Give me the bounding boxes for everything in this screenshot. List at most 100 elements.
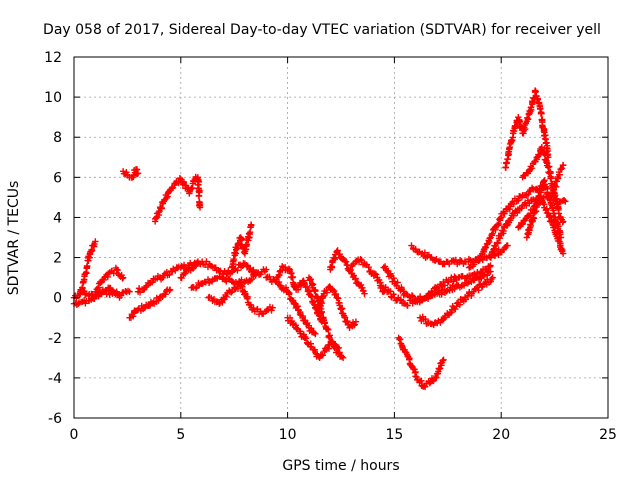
data-point	[126, 288, 133, 295]
data-point-interp	[102, 287, 109, 295]
series-arc-11	[205, 281, 276, 318]
y-tick-label: 8	[53, 130, 62, 146]
data-point-interp	[516, 118, 523, 125]
series-arc-06	[126, 286, 174, 321]
data-point-interp	[266, 273, 273, 281]
data-point-interp	[409, 293, 417, 300]
data-point-interp	[545, 163, 553, 170]
data-point	[166, 286, 174, 293]
data-point-interp	[323, 289, 331, 296]
data-point-interp	[250, 305, 257, 312]
data-point-interp	[548, 174, 555, 182]
data-point-interp	[129, 313, 137, 320]
data-point-interp	[482, 244, 490, 251]
data-point	[339, 354, 347, 362]
data-point-interp	[119, 275, 126, 282]
series-arc-31	[549, 161, 567, 197]
data-point	[196, 204, 204, 211]
data-point-interp	[487, 254, 495, 261]
data-point-interp	[175, 179, 182, 187]
data-point-interp	[558, 164, 566, 172]
y-tick-label: 4	[53, 210, 62, 226]
data-point-interp	[326, 332, 334, 339]
data-point-interp	[243, 241, 251, 248]
data-point	[476, 254, 484, 261]
y-axis-title: SDTVAR / TECUs	[6, 181, 22, 296]
data-point	[113, 288, 120, 295]
x-tick-label: 25	[599, 427, 617, 443]
data-point-interp	[365, 263, 372, 271]
data-point-interp	[372, 271, 380, 278]
series-arc-28	[519, 144, 567, 226]
data-point	[562, 198, 569, 205]
data-point-interp	[408, 292, 416, 299]
data-point-interp	[225, 275, 232, 282]
data-point-interp	[310, 329, 318, 337]
data-point	[557, 166, 565, 173]
data-point-interp	[83, 263, 91, 270]
data-point-interp	[390, 291, 397, 298]
series-arc-03	[77, 238, 99, 297]
series-arc-29	[515, 177, 565, 241]
data-point-interp	[191, 262, 199, 270]
data-point-interp	[123, 169, 130, 176]
data-point-interp	[510, 212, 517, 220]
data-point-interp	[519, 220, 527, 228]
data-point-interp	[503, 159, 510, 167]
series-arc-27	[502, 87, 552, 171]
data-point-interp	[135, 285, 143, 292]
data-point	[559, 218, 567, 225]
series-arc-17	[314, 283, 360, 331]
data-point-interp	[166, 287, 173, 294]
data-point-interp	[527, 104, 535, 111]
data-point-interp	[387, 288, 394, 295]
data-point-interp	[404, 302, 411, 309]
data-point-interp	[163, 194, 170, 202]
data-point-interp	[278, 263, 286, 270]
data-point	[352, 318, 360, 325]
data-point	[119, 274, 127, 281]
data-point-interp	[504, 155, 511, 163]
data-point-interp	[294, 286, 302, 293]
data-point-interp	[231, 249, 239, 256]
data-point-interp	[528, 165, 536, 172]
axis-ticks: 0 5 10 15 20 25 -6 -4 -2 0 2 4 6 8 10 12	[44, 50, 617, 443]
data-point-interp	[441, 282, 449, 289]
data-point-interp	[230, 255, 237, 263]
data-point-interp	[195, 192, 203, 200]
data-point-interp	[394, 279, 401, 286]
x-tick-label: 20	[492, 427, 510, 443]
data-point-interp	[357, 256, 364, 263]
data-point-interp	[334, 247, 341, 254]
data-point-interp	[547, 212, 554, 220]
data-point-interp	[180, 178, 188, 186]
data-point	[440, 356, 447, 364]
data-point-interp	[158, 204, 165, 212]
y-tick-label: 10	[44, 90, 62, 106]
series-arc-04	[92, 264, 127, 296]
data-point	[361, 290, 368, 297]
data-point	[269, 304, 276, 311]
series-arc-14	[273, 263, 325, 325]
data-point-interp	[534, 95, 542, 103]
x-axis-title: GPS time / hours	[282, 458, 399, 474]
data-point	[559, 162, 567, 169]
data-point-interp	[318, 299, 325, 307]
data-point-interp	[426, 379, 434, 387]
data-point-interp	[496, 234, 504, 242]
data-point-interp	[432, 257, 439, 264]
data-point-interp	[510, 200, 518, 208]
data-point-interp	[223, 293, 230, 301]
data-point-interp	[494, 222, 502, 229]
data-point-interp	[405, 356, 413, 363]
data-point-interp	[494, 239, 501, 247]
data-point-interp	[234, 240, 242, 248]
data-point-interp	[166, 271, 173, 278]
data-point-interp	[495, 220, 502, 228]
data-point-interp	[518, 205, 525, 212]
data-point-interp	[505, 149, 512, 157]
data-point-interp	[112, 289, 119, 296]
data-point-interp	[155, 297, 162, 304]
x-tick-label: 15	[385, 427, 403, 443]
series-arc-25	[465, 182, 548, 271]
